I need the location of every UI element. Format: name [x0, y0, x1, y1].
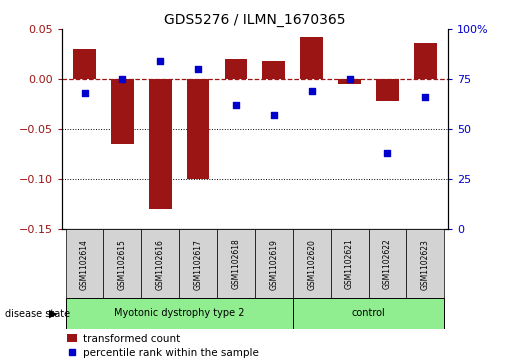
Point	[194, 66, 202, 72]
Point	[232, 102, 240, 108]
Text: GSM1102622: GSM1102622	[383, 239, 392, 289]
Point	[421, 94, 430, 100]
Bar	[369, 229, 406, 299]
Bar	[73, 49, 96, 79]
Bar	[141, 229, 179, 299]
Bar	[187, 79, 210, 179]
Bar	[293, 298, 444, 329]
Legend: transformed count, percentile rank within the sample: transformed count, percentile rank withi…	[67, 334, 259, 358]
Point	[118, 76, 127, 82]
Point	[383, 150, 391, 156]
Bar	[255, 229, 293, 299]
Bar	[300, 37, 323, 79]
Point	[80, 90, 89, 96]
Text: control: control	[352, 308, 385, 318]
Bar	[217, 229, 255, 299]
Text: ▶: ▶	[49, 309, 58, 319]
Point	[307, 88, 316, 94]
Text: GSM1102619: GSM1102619	[269, 238, 279, 290]
Text: disease state: disease state	[5, 309, 70, 319]
Bar	[263, 61, 285, 79]
Point	[346, 76, 354, 82]
Bar	[149, 79, 171, 209]
Bar	[104, 229, 141, 299]
Text: GSM1102616: GSM1102616	[156, 238, 165, 290]
Text: GSM1102621: GSM1102621	[345, 239, 354, 289]
Bar	[338, 79, 361, 84]
Bar	[65, 298, 293, 329]
Text: GSM1102620: GSM1102620	[307, 238, 316, 290]
Bar	[65, 229, 104, 299]
Text: GSM1102615: GSM1102615	[118, 238, 127, 290]
Bar	[376, 79, 399, 101]
Text: Myotonic dystrophy type 2: Myotonic dystrophy type 2	[114, 308, 245, 318]
Bar	[406, 229, 444, 299]
Text: GSM1102618: GSM1102618	[231, 239, 241, 289]
Bar	[331, 229, 369, 299]
Bar	[225, 59, 247, 79]
Bar	[179, 229, 217, 299]
Bar	[414, 43, 437, 79]
Point	[270, 112, 278, 118]
Title: GDS5276 / ILMN_1670365: GDS5276 / ILMN_1670365	[164, 13, 346, 26]
Text: GSM1102623: GSM1102623	[421, 238, 430, 290]
Bar	[293, 229, 331, 299]
Text: GSM1102614: GSM1102614	[80, 238, 89, 290]
Bar	[111, 79, 134, 144]
Text: GSM1102617: GSM1102617	[194, 238, 202, 290]
Point	[156, 58, 164, 64]
